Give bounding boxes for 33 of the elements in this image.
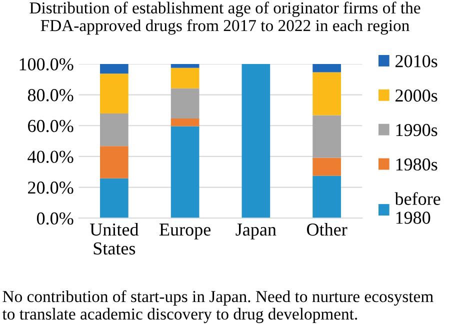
x-tick-label: United States [90, 222, 139, 255]
legend-label: 1980s [396, 158, 438, 171]
bar [170, 118, 200, 126]
legend-label: 2000s [396, 90, 438, 102]
legend-label: 1990s [396, 124, 438, 136]
legend-label: 2010s [396, 55, 438, 68]
bar [170, 64, 200, 68]
y-tick-label: 0.0% [36, 212, 74, 225]
bar [100, 64, 128, 74]
x-tick-label: Japan [236, 224, 276, 240]
bar [312, 158, 341, 176]
bar [170, 88, 200, 119]
legend-label: before 1980 [394, 192, 440, 224]
text: No contribution of start-ups in Japan. Need to nurture ecosystem to translate academic discovery to drug development. [2, 290, 434, 324]
chart-title: Distribution of establishment age of originator firms of the FDA-approved drugs from 2017 to 2022 in each region [30, 2, 420, 35]
bar [312, 176, 341, 218]
bar [170, 126, 200, 218]
bar [312, 64, 341, 72]
bar [170, 68, 200, 88]
y-tick-label: 80.0% [28, 89, 74, 102]
bar [242, 64, 270, 218]
bar [100, 178, 128, 218]
bar [100, 146, 128, 178]
y-tick-label: 20.0% [28, 182, 74, 194]
x-tick-label: Other [307, 222, 348, 236]
bar [100, 113, 128, 146]
y-tick-label: 60.0% [28, 120, 74, 132]
bar [312, 115, 341, 158]
y-tick-label: 100.0% [20, 58, 74, 70]
bar [312, 72, 341, 116]
bar [100, 74, 128, 114]
y-tick-label: 40.0% [28, 150, 74, 163]
x-tick-label: Europe [160, 224, 211, 240]
